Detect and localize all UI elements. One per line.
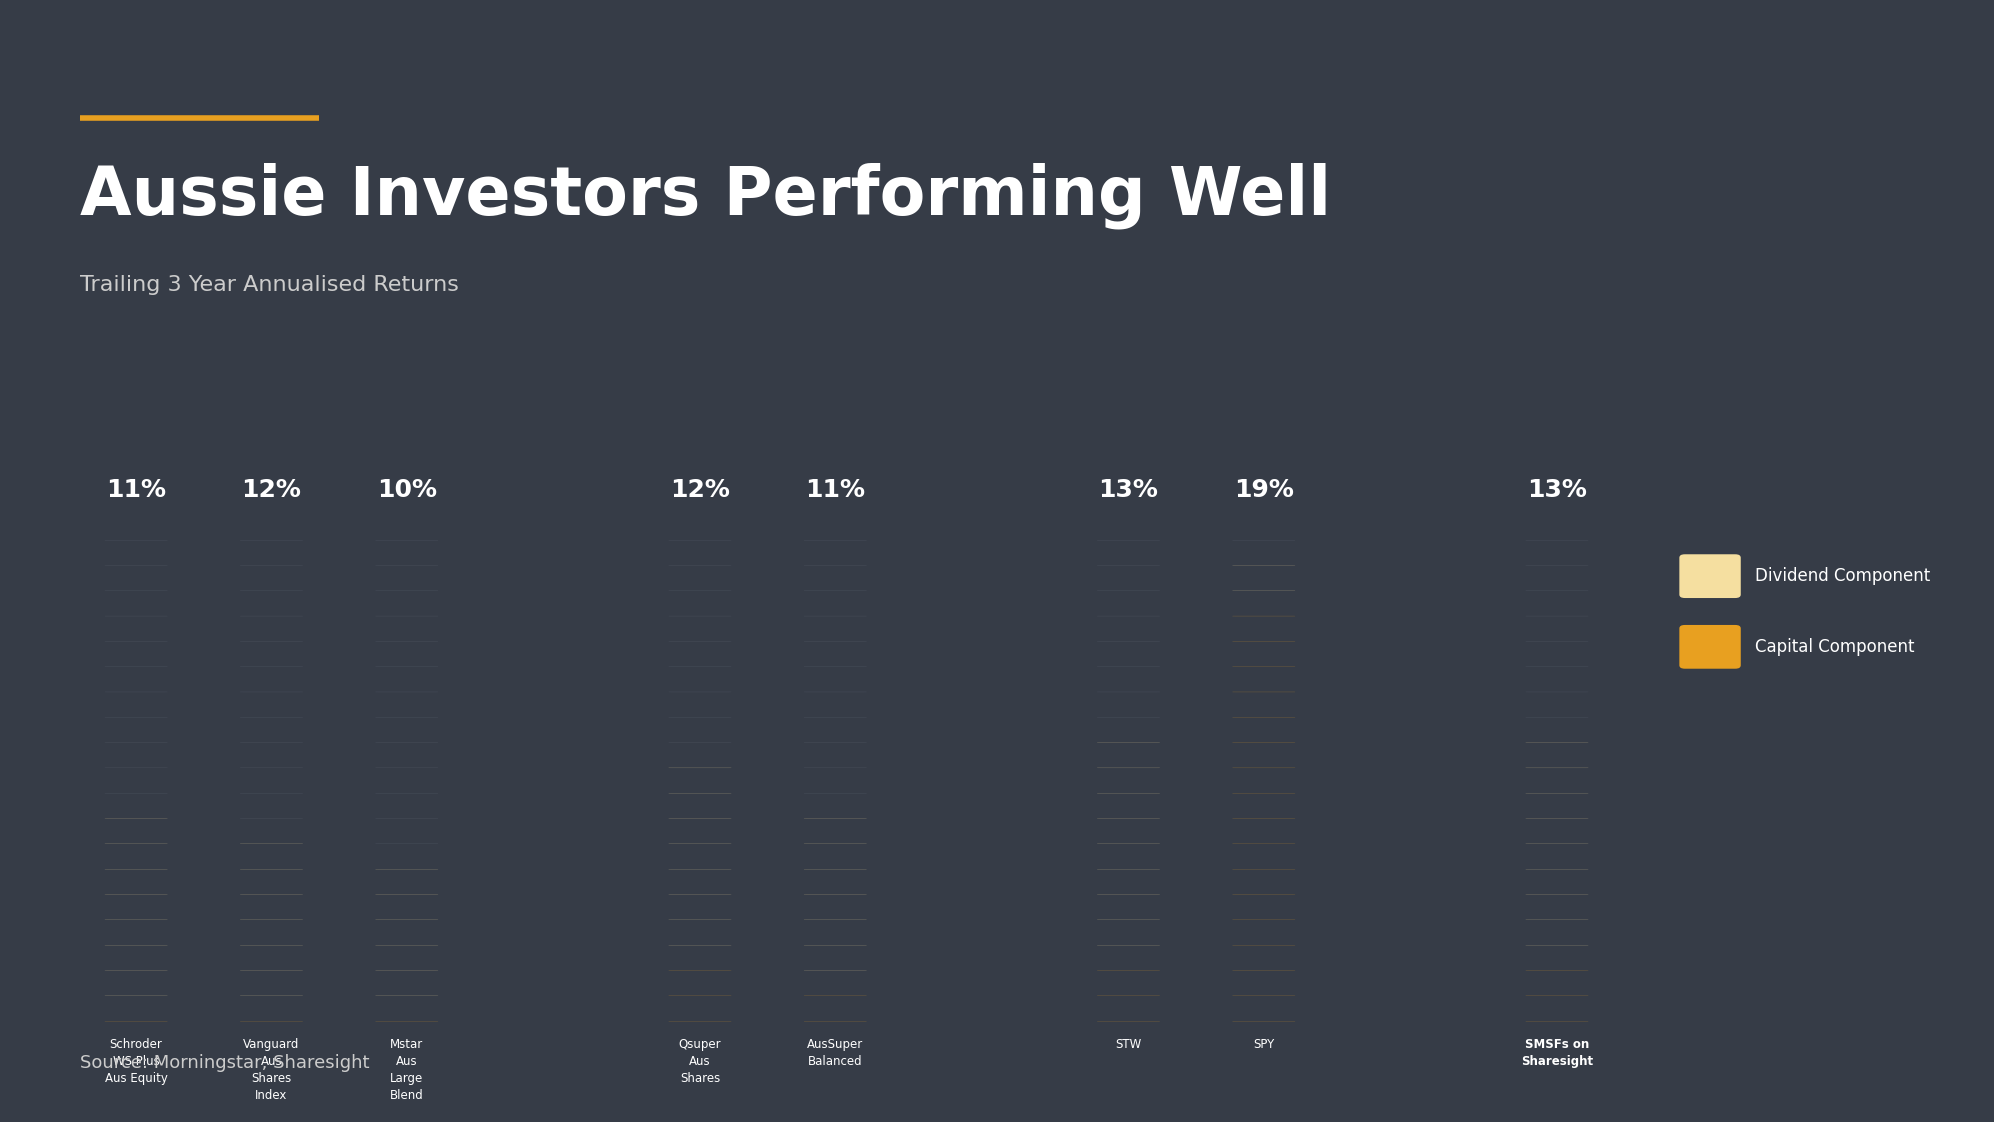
Text: 11%: 11% — [806, 478, 865, 502]
Text: STW: STW — [1115, 1038, 1143, 1050]
FancyBboxPatch shape — [1679, 625, 1741, 669]
Text: 13%: 13% — [1099, 478, 1159, 502]
Text: Aussie Investors Performing Well: Aussie Investors Performing Well — [80, 163, 1330, 229]
Text: Vanguard
Aus
Shares
Index: Vanguard Aus Shares Index — [243, 1038, 299, 1102]
Text: 12%: 12% — [670, 478, 730, 502]
Text: Qsuper
Aus
Shares: Qsuper Aus Shares — [678, 1038, 722, 1085]
Text: SMSFs on
Sharesight: SMSFs on Sharesight — [1521, 1038, 1593, 1068]
Text: Capital Component: Capital Component — [1755, 637, 1914, 656]
Text: 19%: 19% — [1234, 478, 1294, 502]
Text: Source: Morningstar, Sharesight: Source: Morningstar, Sharesight — [80, 1054, 369, 1072]
Text: 13%: 13% — [1527, 478, 1587, 502]
Text: AusSuper
Balanced: AusSuper Balanced — [808, 1038, 863, 1068]
Text: 11%: 11% — [106, 478, 166, 502]
Text: Trailing 3 Year Annualised Returns: Trailing 3 Year Annualised Returns — [80, 275, 459, 295]
FancyBboxPatch shape — [1679, 554, 1741, 598]
Text: Schroder
WS Plus
Aus Equity: Schroder WS Plus Aus Equity — [106, 1038, 167, 1085]
Text: 12%: 12% — [241, 478, 301, 502]
Text: 10%: 10% — [377, 478, 437, 502]
Text: SPY: SPY — [1252, 1038, 1274, 1050]
Text: Dividend Component: Dividend Component — [1755, 567, 1930, 586]
Text: Mstar
Aus
Large
Blend: Mstar Aus Large Blend — [391, 1038, 423, 1102]
